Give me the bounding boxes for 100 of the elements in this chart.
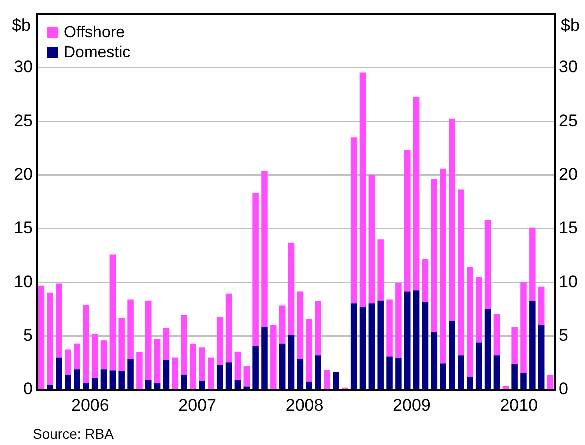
y2-axis-title: $b xyxy=(561,16,580,35)
x-tick-label: 2008 xyxy=(286,396,324,415)
bar xyxy=(279,306,286,344)
bar xyxy=(422,260,429,302)
bar xyxy=(56,284,62,358)
bar xyxy=(110,370,116,390)
bar xyxy=(494,356,500,390)
bar xyxy=(163,360,170,390)
bar xyxy=(350,138,358,304)
bar xyxy=(386,356,393,390)
bar xyxy=(128,300,134,360)
bar xyxy=(65,350,72,375)
bar xyxy=(190,344,196,390)
bar xyxy=(440,364,446,390)
bar xyxy=(315,301,322,356)
bar xyxy=(288,335,295,390)
bar xyxy=(360,72,366,308)
bar xyxy=(208,358,214,390)
bar xyxy=(56,358,62,390)
bar xyxy=(431,332,438,390)
y2-tick-label: 20 xyxy=(559,164,578,184)
x-tick-label: 2009 xyxy=(393,396,431,415)
bar xyxy=(252,194,259,346)
bar xyxy=(512,327,518,364)
bar xyxy=(458,356,464,390)
bar xyxy=(100,370,108,390)
bar xyxy=(252,346,259,390)
bar xyxy=(449,118,456,322)
bar xyxy=(74,344,80,370)
bar xyxy=(484,309,492,390)
bar xyxy=(324,370,330,390)
bar xyxy=(92,334,98,378)
bar xyxy=(440,168,446,364)
bar xyxy=(146,380,152,390)
bar xyxy=(333,372,340,390)
y-tick-label: 15 xyxy=(14,218,33,238)
bar xyxy=(547,376,554,390)
bar xyxy=(520,373,527,390)
bar xyxy=(368,175,376,304)
bar xyxy=(476,277,482,343)
y2-tick-label: 10 xyxy=(559,272,578,292)
y-tick-label: 5 xyxy=(24,326,33,345)
bar xyxy=(288,242,295,336)
bar xyxy=(154,383,161,390)
bar xyxy=(270,325,277,390)
bar xyxy=(306,319,313,382)
bar xyxy=(172,358,179,390)
bar xyxy=(431,179,438,332)
bar xyxy=(244,366,250,387)
bar xyxy=(181,374,188,390)
bar xyxy=(92,378,98,390)
bar xyxy=(262,170,268,328)
bar xyxy=(297,359,304,390)
bar xyxy=(413,290,420,390)
bar xyxy=(467,267,474,378)
bar xyxy=(118,318,125,372)
x-tick-label: 2007 xyxy=(178,396,217,415)
bar xyxy=(458,190,464,356)
bar xyxy=(234,380,242,390)
bar xyxy=(484,220,492,310)
bar xyxy=(512,364,518,390)
bar xyxy=(100,340,108,370)
y2-tick-label: 5 xyxy=(559,326,568,345)
bar xyxy=(396,358,402,390)
x-tick-label: 2006 xyxy=(72,396,110,415)
bar xyxy=(226,362,232,390)
bar xyxy=(199,381,206,390)
bar xyxy=(128,359,134,390)
bar xyxy=(136,352,143,390)
bar xyxy=(216,318,224,366)
legend-label: Offshore xyxy=(64,24,126,42)
bar xyxy=(538,325,545,390)
bar xyxy=(530,301,536,390)
bar xyxy=(422,302,429,390)
bar xyxy=(234,352,242,380)
source-note: Source: RBA xyxy=(33,426,115,442)
bar xyxy=(262,327,268,390)
bar xyxy=(47,385,54,390)
bar xyxy=(520,282,527,374)
bar xyxy=(404,150,411,292)
bar xyxy=(163,328,170,360)
bar xyxy=(146,300,152,380)
bar xyxy=(297,292,304,360)
bar xyxy=(181,315,188,375)
bar xyxy=(199,348,206,382)
y-tick-label: 25 xyxy=(14,111,33,130)
bar xyxy=(378,240,384,301)
bar xyxy=(476,342,482,390)
bar xyxy=(530,228,536,302)
bar xyxy=(306,382,313,390)
y-axis-title: $b xyxy=(12,16,31,35)
bar xyxy=(244,386,250,390)
y-tick-label: 30 xyxy=(14,58,33,77)
bar xyxy=(65,374,72,390)
bar xyxy=(449,321,456,390)
bar xyxy=(396,283,402,358)
bar xyxy=(413,97,420,291)
bar xyxy=(110,254,116,371)
bar xyxy=(494,314,500,356)
bar xyxy=(315,356,322,390)
